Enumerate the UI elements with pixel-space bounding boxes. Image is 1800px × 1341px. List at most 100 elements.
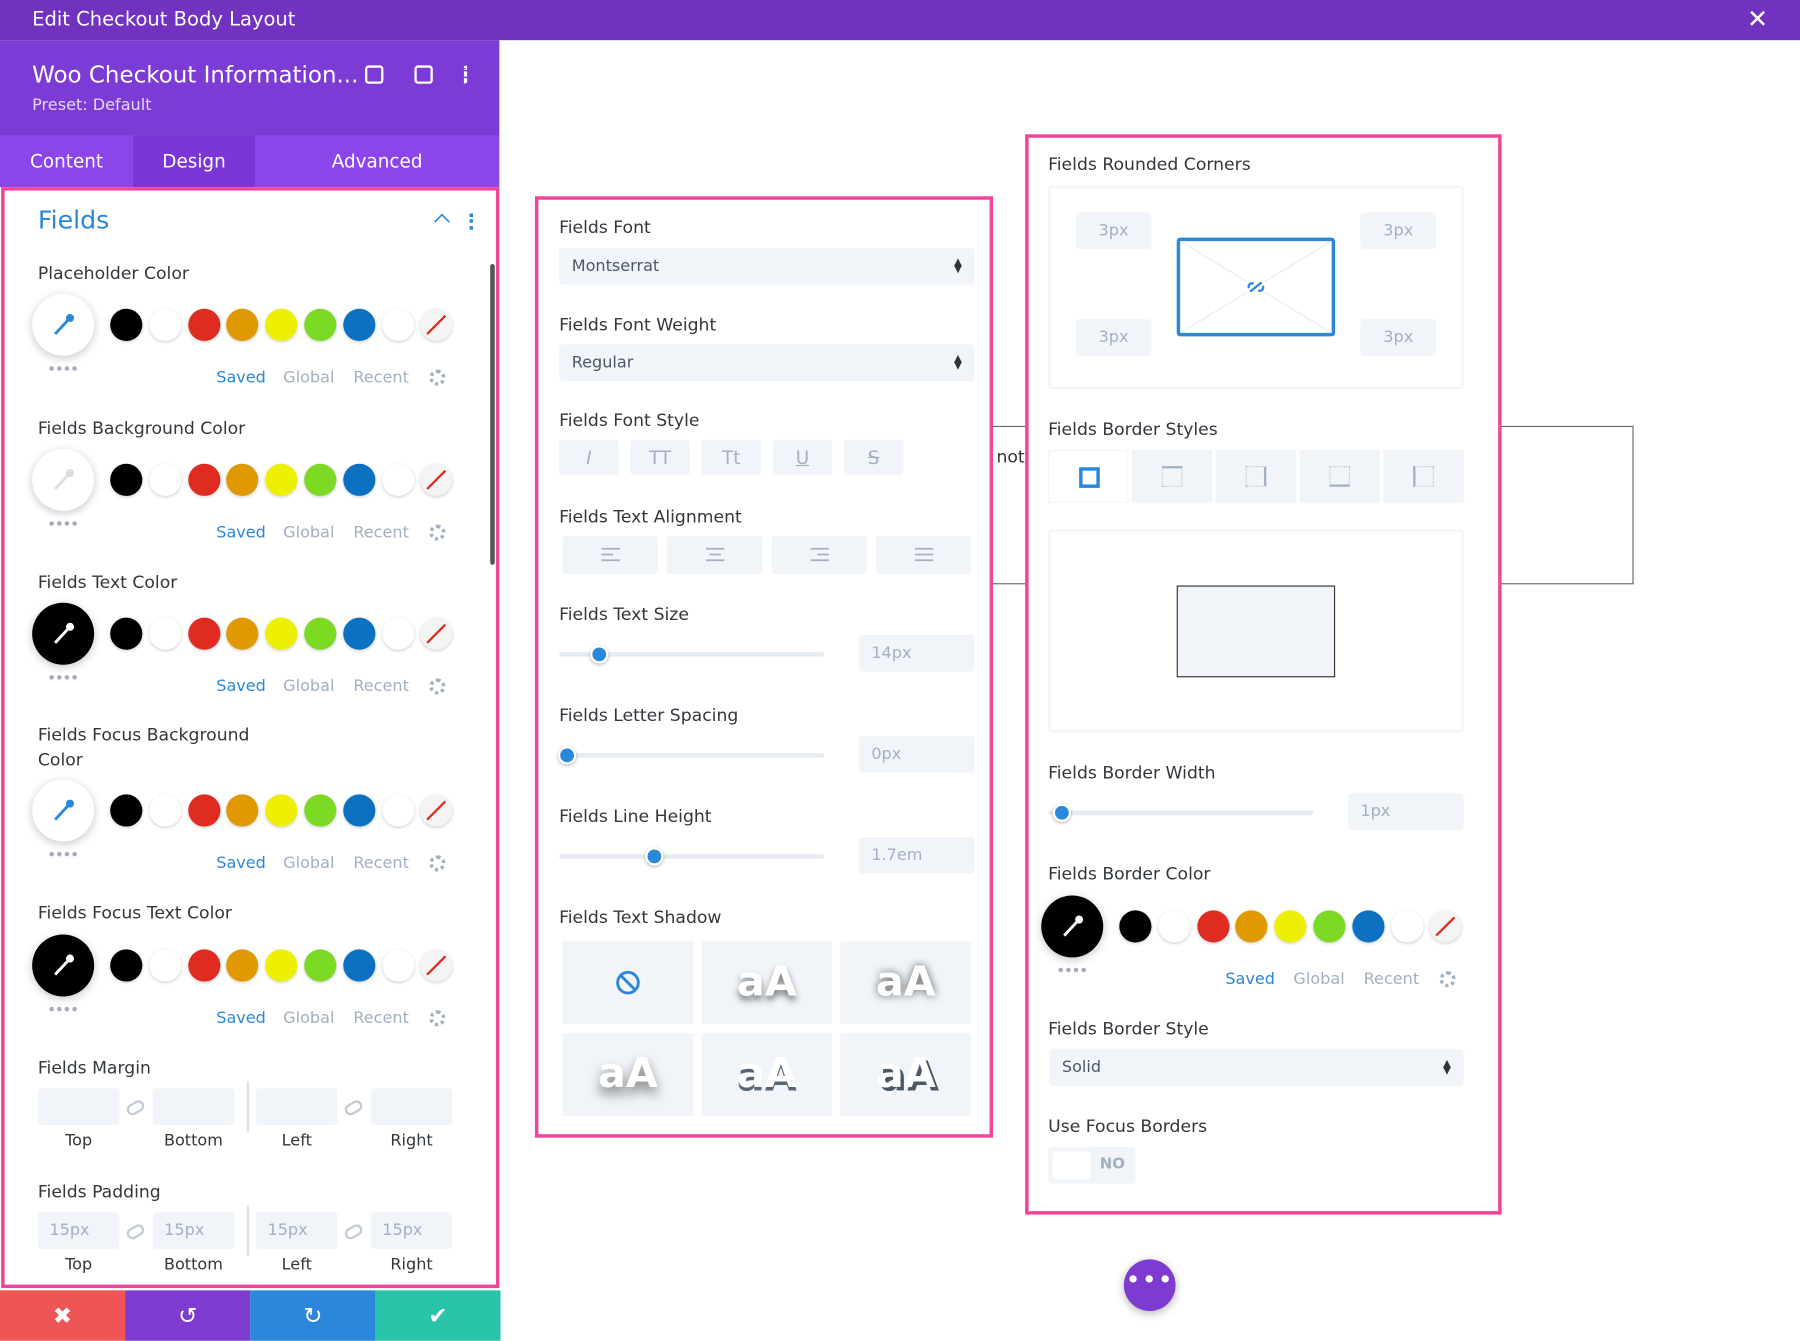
corner-input[interactable]: 3px bbox=[1075, 319, 1152, 356]
swatch[interactable] bbox=[343, 949, 376, 982]
swatch[interactable] bbox=[1235, 910, 1268, 943]
border-side-tab[interactable] bbox=[1215, 450, 1297, 503]
alignment-button[interactable] bbox=[771, 536, 867, 574]
swatch[interactable] bbox=[420, 794, 453, 827]
swatch[interactable] bbox=[420, 463, 453, 496]
swatch[interactable] bbox=[265, 463, 298, 496]
swatch[interactable] bbox=[187, 308, 220, 341]
tab[interactable]: Advanced bbox=[331, 150, 423, 173]
color-picker[interactable] bbox=[32, 602, 95, 665]
swatch[interactable] bbox=[304, 949, 337, 982]
swatch[interactable] bbox=[381, 949, 414, 982]
swatch[interactable] bbox=[187, 949, 220, 982]
swatch[interactable] bbox=[381, 617, 414, 650]
value-input[interactable]: 1.7em bbox=[858, 836, 975, 874]
font-style-button[interactable]: Tt bbox=[701, 439, 762, 476]
menu-icon[interactable] bbox=[469, 213, 475, 230]
swatch[interactable] bbox=[110, 617, 143, 650]
slider-knob[interactable] bbox=[1052, 803, 1072, 822]
gear-icon[interactable] bbox=[1439, 971, 1456, 988]
swatch[interactable] bbox=[1196, 910, 1230, 943]
swatch[interactable] bbox=[343, 617, 376, 650]
more-dots[interactable] bbox=[49, 366, 77, 373]
swatch[interactable] bbox=[1352, 910, 1385, 943]
color-picker[interactable] bbox=[32, 448, 95, 511]
swatch[interactable] bbox=[1313, 910, 1346, 943]
slider-knob[interactable] bbox=[557, 746, 577, 765]
swatch[interactable] bbox=[149, 949, 182, 982]
spacing-input[interactable]: 15px bbox=[370, 1212, 453, 1250]
swatch[interactable] bbox=[304, 617, 337, 650]
swatch[interactable] bbox=[265, 617, 298, 650]
swatch[interactable] bbox=[110, 463, 143, 496]
swatch[interactable] bbox=[1119, 910, 1152, 943]
swatch[interactable] bbox=[304, 308, 337, 341]
swatch[interactable] bbox=[343, 308, 376, 341]
corner-input[interactable]: 3px bbox=[1075, 212, 1152, 250]
swatch[interactable] bbox=[149, 463, 182, 496]
gear-icon[interactable] bbox=[429, 1010, 446, 1027]
header-icon[interactable] bbox=[365, 65, 384, 84]
select[interactable]: Regular bbox=[559, 344, 975, 382]
swatch[interactable] bbox=[187, 463, 220, 496]
action-button[interactable]: ↺ bbox=[125, 1290, 251, 1341]
color-picker[interactable] bbox=[32, 779, 95, 842]
swatch[interactable] bbox=[1274, 910, 1307, 943]
alignment-button[interactable] bbox=[875, 536, 972, 574]
font-style-button[interactable]: TT bbox=[630, 439, 690, 476]
swatch[interactable] bbox=[226, 794, 259, 827]
value-input[interactable]: 0px bbox=[858, 735, 975, 773]
swatch[interactable] bbox=[265, 794, 298, 827]
gear-icon[interactable] bbox=[429, 369, 446, 386]
swatch[interactable] bbox=[343, 794, 376, 827]
corner-input[interactable]: 3px bbox=[1360, 212, 1437, 250]
swatch[interactable] bbox=[110, 794, 143, 827]
slider-knob[interactable] bbox=[645, 847, 664, 866]
swatch[interactable] bbox=[304, 794, 337, 827]
header-icon[interactable] bbox=[414, 65, 433, 84]
spacing-input[interactable]: 15px bbox=[37, 1212, 120, 1250]
select[interactable]: Montserrat bbox=[559, 247, 975, 285]
swatch[interactable] bbox=[110, 949, 143, 982]
spacing-input[interactable] bbox=[370, 1088, 453, 1126]
swatch[interactable] bbox=[381, 308, 414, 341]
action-button[interactable]: ↻ bbox=[250, 1290, 376, 1341]
slider-knob[interactable] bbox=[590, 645, 609, 664]
swatch[interactable] bbox=[1158, 910, 1191, 943]
swatch[interactable] bbox=[187, 794, 220, 827]
corner-input[interactable]: 3px bbox=[1360, 319, 1437, 356]
color-picker[interactable] bbox=[32, 293, 95, 356]
shadow-option[interactable] bbox=[562, 941, 694, 1025]
spacing-input[interactable]: 15px bbox=[152, 1212, 235, 1250]
border-side-tab[interactable] bbox=[1299, 450, 1380, 503]
swatch[interactable] bbox=[1429, 910, 1462, 943]
fab[interactable]: ••• bbox=[1123, 1259, 1176, 1312]
shadow-option[interactable]: aA bbox=[840, 1033, 972, 1116]
swatch[interactable] bbox=[149, 617, 182, 650]
shadow-option[interactable]: aA bbox=[701, 1033, 833, 1116]
value-input[interactable]: 14px bbox=[858, 634, 975, 672]
more-dots[interactable] bbox=[49, 1006, 77, 1014]
swatch[interactable] bbox=[226, 308, 259, 341]
spacing-input[interactable] bbox=[152, 1088, 235, 1126]
spacing-input[interactable]: 15px bbox=[256, 1212, 338, 1250]
shadow-option[interactable]: aA bbox=[562, 1033, 694, 1116]
more-dots[interactable] bbox=[1058, 967, 1087, 975]
swatch[interactable] bbox=[149, 794, 182, 827]
more-dots[interactable] bbox=[49, 675, 77, 682]
color-picker[interactable] bbox=[32, 934, 95, 997]
shadow-option[interactable]: aA bbox=[701, 941, 833, 1025]
spacing-input[interactable] bbox=[256, 1088, 338, 1126]
border-side-tab[interactable] bbox=[1048, 450, 1129, 503]
font-style-button[interactable]: I bbox=[559, 439, 619, 476]
border-side-tab[interactable] bbox=[1383, 450, 1464, 503]
shadow-option[interactable]: aA bbox=[840, 941, 972, 1025]
swatch[interactable] bbox=[381, 794, 414, 827]
alignment-button[interactable] bbox=[666, 536, 763, 574]
swatch[interactable] bbox=[110, 308, 143, 341]
swatch[interactable] bbox=[420, 308, 453, 341]
swatch[interactable] bbox=[1390, 910, 1424, 943]
action-button[interactable]: ✔ bbox=[375, 1290, 501, 1341]
swatch[interactable] bbox=[226, 949, 259, 982]
tab[interactable]: Content bbox=[30, 150, 104, 173]
